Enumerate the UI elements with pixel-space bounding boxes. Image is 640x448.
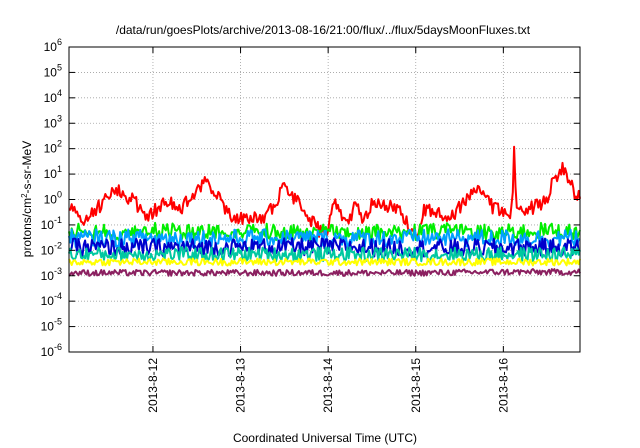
y-tick-label: 10-5 <box>41 317 62 334</box>
chart-title: /data/run/goesPlots/archive/2013-08-16/2… <box>116 23 531 37</box>
y-tick-label: 10-4 <box>41 291 62 308</box>
grid <box>69 47 580 352</box>
y-axis-label: protons/cm2-s-sr-MeV <box>20 141 34 257</box>
series-line-4 <box>68 246 581 263</box>
x-axis-label: Coordinated Universal Time (UTC) <box>233 431 417 445</box>
series-line-6 <box>68 268 581 277</box>
y-tick-label: 10-1 <box>41 215 62 232</box>
x-tick-label: 2013-8-13 <box>234 358 248 413</box>
y-axis-label-rest: -s-sr-MeV <box>20 141 34 194</box>
series-line-3 <box>68 237 581 259</box>
x-tick-label: 2013-8-12 <box>146 358 160 413</box>
series-line-5 <box>68 257 581 267</box>
y-tick-label: 101 <box>44 164 62 181</box>
x-tick-label: 2013-8-15 <box>409 358 423 413</box>
y-tick-label: 10-3 <box>41 266 62 283</box>
y-tick-label: 102 <box>44 139 62 156</box>
y-tick-label: 103 <box>44 113 62 130</box>
y-tick-label: 10-6 <box>41 342 62 359</box>
y-axis-label-sup: 2 <box>20 193 29 198</box>
y-tick-label: 104 <box>44 88 62 105</box>
y-axis: 106 105 104 103 102 101 100 10-1 10-2 10-3 10-4 10-… <box>41 37 580 359</box>
series-layer <box>68 145 581 277</box>
y-tick-label: 106 <box>44 37 62 54</box>
y-tick-label: 10-2 <box>41 240 62 257</box>
x-tick-label: 2013-8-14 <box>321 358 335 413</box>
y-tick-label: 105 <box>44 62 62 79</box>
y-axis-label-main: protons/cm <box>20 198 34 257</box>
x-tick-label: 2013-8-16 <box>496 358 510 413</box>
y-tick-label: 100 <box>44 190 62 207</box>
x-axis: 2013-8-12 2013-8-13 2013-8-14 2013-8-15 2013… <box>146 47 510 413</box>
